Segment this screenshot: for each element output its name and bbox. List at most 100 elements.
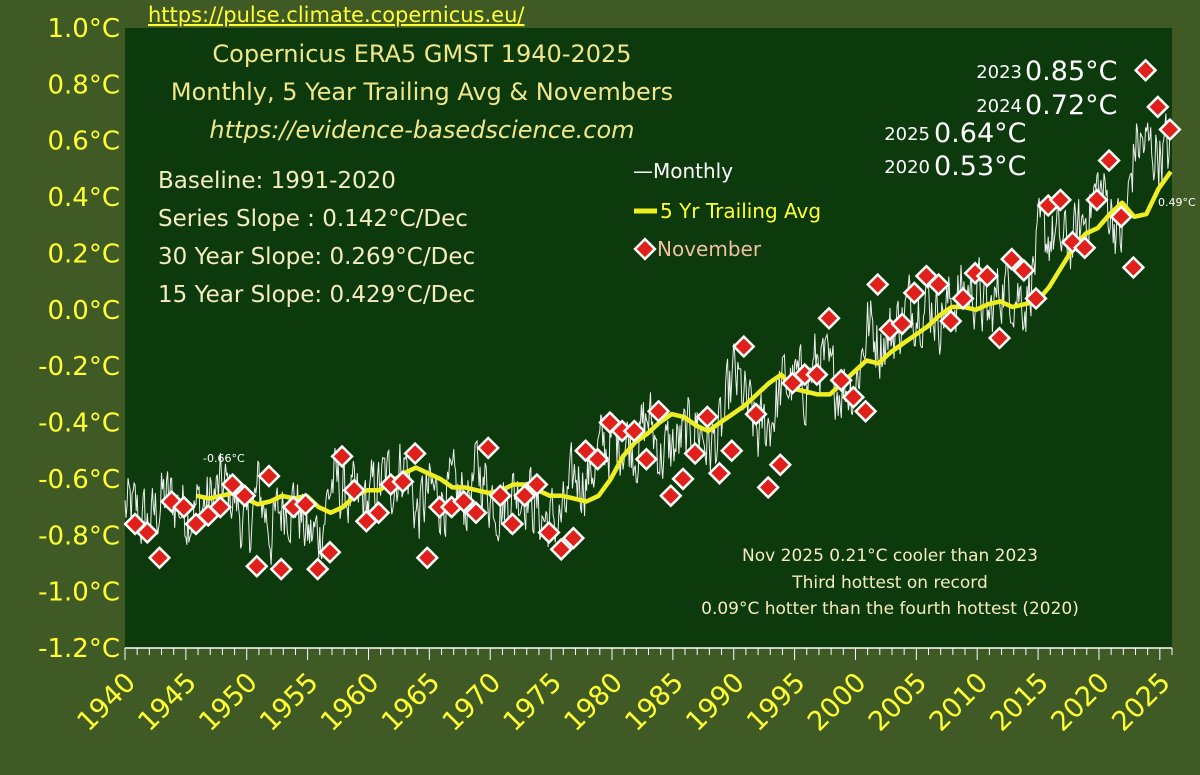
source-url[interactable]: https://pulse.climate.copernicus.eu/ bbox=[148, 3, 525, 27]
note-line-1: Nov 2025 0.21°C cooler than 2023 bbox=[742, 546, 1038, 566]
chart-title: Copernicus ERA5 GMST 1940-2025 bbox=[212, 40, 631, 68]
end-avg-label: 0.49°C bbox=[1158, 196, 1196, 209]
november-marker bbox=[1121, 255, 1146, 280]
slope-30-label: 30 Year Slope: 0.269°C/Dec bbox=[158, 244, 475, 270]
november-marker bbox=[890, 312, 914, 336]
series-slope-label: Series Slope : 0.142°C/Dec bbox=[158, 206, 468, 232]
november-marker bbox=[1133, 58, 1158, 82]
y-tick-label: -0.2°C bbox=[38, 352, 120, 382]
november-marker bbox=[513, 484, 537, 508]
november-marker bbox=[500, 512, 525, 536]
x-tick-label: 2005 bbox=[863, 667, 934, 738]
x-tick-label: 1995 bbox=[741, 667, 812, 738]
x-tick-label: 1940 bbox=[71, 667, 142, 738]
november-marker bbox=[330, 444, 354, 469]
record-year-2023: 2023 bbox=[976, 62, 1022, 83]
november-marker bbox=[464, 501, 488, 525]
november-marker bbox=[1085, 188, 1109, 212]
note-line-2: Third hottest on record bbox=[791, 573, 988, 593]
x-tick-label: 2015 bbox=[985, 667, 1056, 738]
november-marker bbox=[720, 439, 744, 463]
start-avg-label: -0.66°C bbox=[203, 452, 245, 465]
november-marker bbox=[476, 436, 500, 460]
november-marker bbox=[415, 546, 439, 570]
x-tick-label: 1990 bbox=[680, 667, 751, 738]
november-marker bbox=[1146, 95, 1170, 119]
y-tick-label: -0.4°C bbox=[38, 409, 120, 439]
november-marker bbox=[245, 554, 269, 578]
november-marker bbox=[634, 447, 659, 471]
x-tick-label: 1945 bbox=[132, 667, 203, 738]
record-labels: 2023 0.85°C 2024 0.72°C 2025 0.64°C 2020… bbox=[884, 56, 1117, 182]
november-marker bbox=[659, 484, 683, 508]
monthly-series-line bbox=[124, 113, 1171, 565]
site-url[interactable]: https://evidence-basedscience.com bbox=[209, 116, 634, 144]
x-tick-label: 1970 bbox=[437, 667, 508, 738]
november-marker bbox=[841, 385, 866, 409]
november-marker bbox=[1073, 236, 1097, 260]
november-marker bbox=[488, 484, 512, 508]
november-marker bbox=[853, 399, 878, 423]
november-marker bbox=[208, 495, 232, 519]
november-marker bbox=[805, 362, 829, 387]
x-tick-label: 1950 bbox=[193, 667, 264, 738]
x-minor-ticks bbox=[124, 648, 1173, 660]
november-marker bbox=[1024, 286, 1048, 311]
november-marker bbox=[1158, 117, 1182, 142]
november-marker bbox=[525, 472, 549, 497]
november-marker bbox=[366, 501, 391, 525]
x-tick-label: 1985 bbox=[619, 667, 690, 738]
november-marker bbox=[817, 306, 841, 330]
november-marker bbox=[732, 334, 756, 359]
record-value-2025: 0.64°C bbox=[934, 118, 1026, 149]
y-tick-label: 1.0°C bbox=[47, 14, 120, 44]
november-marker bbox=[233, 484, 257, 508]
x-tick-label: 2000 bbox=[802, 667, 873, 738]
x-tick-label: 1965 bbox=[376, 667, 447, 738]
y-tick-label: 0.0°C bbox=[47, 296, 120, 326]
legend-november-swatch bbox=[633, 237, 657, 261]
november-marker bbox=[427, 495, 452, 519]
november-marker bbox=[293, 492, 318, 516]
november-marker bbox=[646, 399, 671, 423]
x-tick-label: 2025 bbox=[1106, 667, 1177, 738]
x-tick-label: 1975 bbox=[498, 667, 569, 738]
november-marker bbox=[342, 478, 366, 502]
y-tick-label: -0.6°C bbox=[38, 465, 120, 495]
november-marker bbox=[561, 526, 586, 550]
november-marker bbox=[987, 326, 1012, 350]
november-marker bbox=[926, 272, 951, 297]
november-marker bbox=[391, 470, 415, 494]
november-marker bbox=[622, 419, 646, 443]
november-marker bbox=[172, 495, 196, 519]
y-tick-label: -1.2°C bbox=[38, 634, 120, 664]
legend-trailing: 5 Yr Trailing Avg bbox=[660, 199, 821, 223]
november-marker bbox=[610, 419, 634, 443]
november-marker bbox=[452, 489, 476, 514]
record-value-2020: 0.53°C bbox=[934, 151, 1026, 182]
november-marker bbox=[744, 402, 768, 426]
legend: —Monthly 5 Yr Trailing Avg November bbox=[633, 159, 821, 261]
november-marker bbox=[220, 472, 245, 497]
legend-monthly: —Monthly bbox=[633, 159, 733, 183]
x-tick-label: 1980 bbox=[558, 667, 629, 738]
y-tick-label: 0.8°C bbox=[47, 70, 120, 100]
november-marker bbox=[1109, 205, 1133, 229]
november-marker bbox=[829, 368, 853, 392]
november-marker bbox=[318, 540, 342, 564]
y-tick-label: 0.2°C bbox=[47, 239, 120, 269]
record-value-2023: 0.85°C bbox=[1025, 56, 1117, 87]
x-tick-label: 2010 bbox=[924, 667, 995, 738]
y-tick-labels: 1.0°C 0.8°C 0.6°C 0.4°C 0.2°C 0.0°C -0.2°C -0.4… bbox=[38, 14, 120, 664]
november-marker bbox=[586, 447, 610, 471]
record-value-2024: 0.72°C bbox=[1025, 90, 1117, 121]
november-marker bbox=[866, 272, 890, 297]
legend-november: November bbox=[657, 237, 762, 261]
november-marker bbox=[902, 281, 926, 305]
record-year-2020: 2020 bbox=[884, 157, 930, 178]
november-marker bbox=[403, 441, 427, 466]
record-year-2024: 2024 bbox=[976, 96, 1022, 117]
x-tick-label: 1960 bbox=[315, 667, 386, 738]
